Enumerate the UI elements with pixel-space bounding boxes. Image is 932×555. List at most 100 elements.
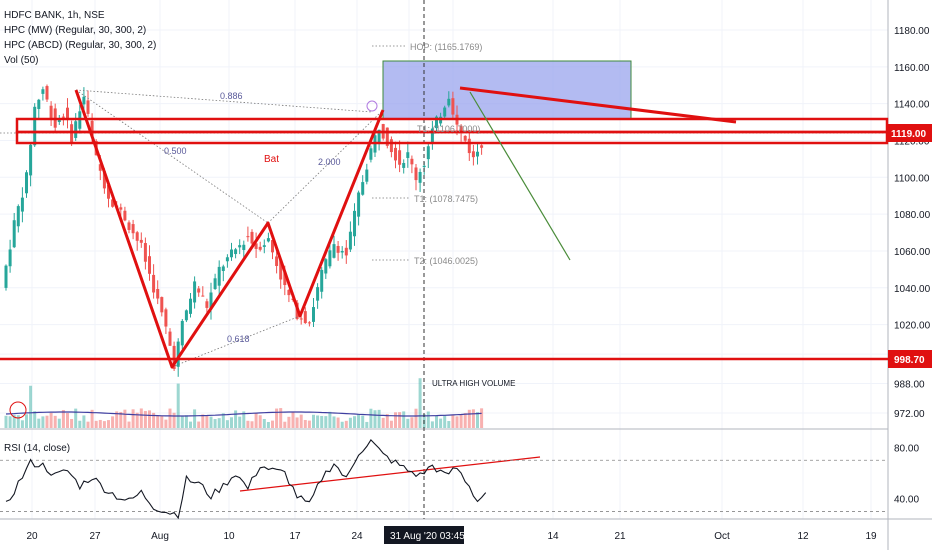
volume-bar <box>168 408 172 428</box>
candle-body <box>217 266 221 286</box>
volume-bar <box>250 421 254 428</box>
volume-bar <box>385 414 389 428</box>
price-label-998: 998.70 <box>888 350 932 368</box>
candle-body <box>463 135 467 141</box>
time-axis[interactable]: 20 27 Aug 10 17 24 14 21 Oct 12 19 <box>26 531 877 542</box>
volume-bar <box>299 414 303 428</box>
volume-bar <box>234 410 238 428</box>
candle-body <box>189 298 192 314</box>
volume-bar <box>70 418 74 428</box>
volume-bar <box>480 408 484 428</box>
candle-body <box>316 287 320 301</box>
down-trendline[interactable] <box>459 86 737 124</box>
volume-bar <box>316 415 320 428</box>
candle-body <box>57 119 61 123</box>
candle-body <box>340 250 344 253</box>
volume-bar <box>213 419 217 428</box>
indicator-hpc-abcd[interactable]: HPC (ABCD) (Regular, 30, 300, 2) <box>4 40 157 51</box>
time-tick-label: 27 <box>89 531 101 542</box>
price-axis[interactable]: 1180.001160.001140.001120.001100.001080.… <box>894 26 931 420</box>
volume-bar <box>143 410 147 428</box>
volume-bar <box>180 416 184 428</box>
indicator-hpc-mw[interactable]: HPC (MW) (Regular, 30, 300, 2) <box>4 25 147 36</box>
candle-body <box>160 297 164 313</box>
candle-body <box>254 243 258 249</box>
rsi-axis[interactable]: 80.00 40.00 <box>894 443 919 505</box>
fib-2000-label: 2.000 <box>318 157 341 167</box>
volume-bar <box>426 411 430 428</box>
candle-body <box>467 138 471 154</box>
volume-bar <box>29 385 33 428</box>
volume-bar <box>291 412 295 428</box>
volume-bar <box>172 412 176 428</box>
candle-body <box>98 164 102 171</box>
rsi-trendline[interactable] <box>239 456 541 492</box>
t2-label: T2: (1046.0025) <box>414 256 478 266</box>
fib-0618-label: 0.618 <box>227 334 250 344</box>
svg-text:1119.00: 1119.00 <box>891 129 926 140</box>
candle-body <box>307 322 311 324</box>
volume-bar <box>148 410 151 428</box>
volume-bar <box>242 411 246 428</box>
candle-body <box>476 151 479 157</box>
symbol-title[interactable]: HDFC BANK, 1h, NSE <box>4 10 105 21</box>
volume-bars <box>4 378 484 428</box>
volume-bar <box>443 415 447 428</box>
price-tick-label: 1020.00 <box>894 321 931 332</box>
candle-body <box>152 274 156 293</box>
t1-mid-label: T1: (1106.7000) <box>417 124 480 134</box>
time-tick-label: 12 <box>797 531 809 542</box>
rsi-bands <box>0 459 888 512</box>
candle-body <box>320 269 324 292</box>
volume-bar <box>205 415 209 428</box>
candle-body <box>131 224 135 234</box>
volume-bar <box>57 418 61 428</box>
candle-body <box>398 150 402 165</box>
candle-body <box>299 318 303 320</box>
candle-body <box>234 249 238 255</box>
volume-bar <box>336 417 340 428</box>
volume-bar <box>410 417 414 428</box>
projection-line[interactable] <box>469 91 571 261</box>
candle-body <box>353 210 356 237</box>
candle-body <box>385 127 389 146</box>
candle-body <box>324 259 328 274</box>
volume-bar <box>303 419 307 428</box>
volume-bar <box>94 420 98 428</box>
indicator-volume[interactable]: Vol (50) <box>4 55 39 66</box>
hop-target-box[interactable] <box>382 60 632 120</box>
candle-body <box>287 289 291 296</box>
volume-marker-circle <box>9 401 27 419</box>
volume-bar <box>287 416 291 428</box>
volume-bar <box>90 409 94 428</box>
volume-bar <box>66 413 69 428</box>
candle-body <box>377 129 381 143</box>
candle-body <box>193 281 197 303</box>
volume-bar <box>49 412 53 428</box>
volume-bar <box>471 409 475 428</box>
candle-body <box>111 199 115 207</box>
volume-bar <box>271 420 274 428</box>
resistance-zone-lower[interactable] <box>15 130 889 145</box>
volume-bar <box>12 415 16 428</box>
candle-body <box>90 120 94 136</box>
volume-bar <box>402 411 406 428</box>
volume-bar <box>254 413 258 428</box>
candle-body <box>422 165 426 168</box>
volume-bar <box>324 416 328 428</box>
volume-bar <box>4 415 8 428</box>
volume-bar <box>189 421 192 428</box>
price-label-1119: 1119.00 <box>888 124 932 142</box>
fib-0886-label: 0.886 <box>220 91 243 101</box>
volume-bar <box>447 421 451 428</box>
time-tick-label: Aug <box>151 531 169 542</box>
rsi-legend[interactable]: RSI (14, close) <box>4 443 71 454</box>
candle-body <box>37 99 41 109</box>
rsi-tick-label: 80.00 <box>894 443 919 454</box>
candle-body <box>143 243 147 262</box>
candle-body <box>365 169 369 182</box>
volume-bar <box>361 415 365 428</box>
candle-body <box>12 220 16 248</box>
